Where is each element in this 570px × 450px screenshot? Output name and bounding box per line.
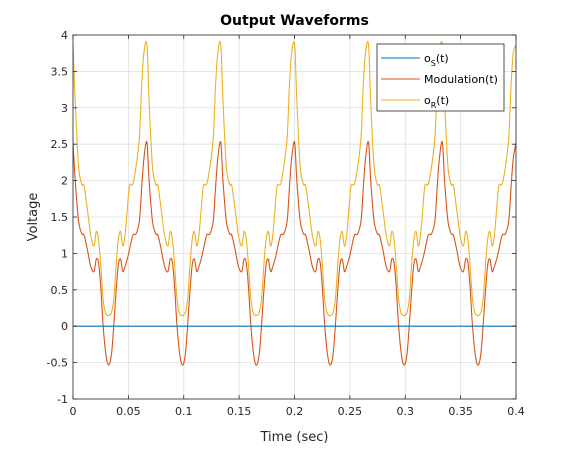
chart-title: Output Waveforms	[220, 13, 369, 29]
legend-entry-or: oR(t)	[424, 94, 449, 110]
x-tick-label: 0.1	[175, 405, 193, 418]
x-tick-label: 0.15	[227, 405, 252, 418]
x-tick-label: 0.35	[448, 405, 473, 418]
x-tick-label: 0.05	[116, 405, 141, 418]
y-axis-label: Voltage	[26, 193, 41, 242]
x-axis-label: Time (sec)	[259, 430, 328, 445]
legend-entry-modulation: Modulation(t)	[424, 73, 498, 86]
x-tick-label: 0.2	[286, 405, 304, 418]
legend: oS(t) Modulation(t) oR(t)	[376, 43, 505, 112]
y-tick-label: -1	[57, 393, 68, 406]
ticks	[72, 34, 517, 400]
legend-entry-os: oS(t)	[424, 52, 449, 68]
y-tick-label: 1	[61, 247, 68, 260]
y-tick-label: 0	[61, 320, 68, 333]
y-tick-label: 2	[61, 175, 68, 188]
x-tick-label: 0	[70, 405, 77, 418]
y-tick-label: 3.5	[51, 65, 69, 78]
x-tick-label: 0.25	[338, 405, 363, 418]
y-tick-label: 2.5	[51, 138, 69, 151]
tick-labels: 0 0.05 0.1 0.15 0.2 0.25 0.3 0.35 0.4 -1 -0.5 0 0.5 1…	[47, 29, 525, 418]
y-tick-label: 3	[61, 102, 68, 115]
y-tick-label: 0.5	[51, 284, 69, 297]
y-tick-label: -0.5	[47, 357, 68, 370]
x-tick-label: 0.3	[397, 405, 415, 418]
x-tick-label: 0.4	[507, 405, 525, 418]
y-tick-label: 4	[61, 29, 68, 42]
y-tick-label: 1.5	[51, 211, 69, 224]
series-line-modulation	[73, 140, 516, 366]
